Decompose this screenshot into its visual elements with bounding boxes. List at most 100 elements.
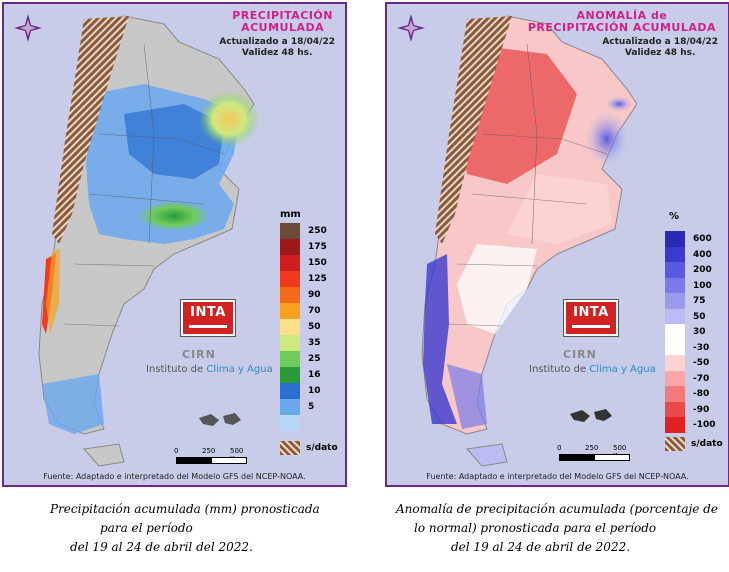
legend-swatch: [665, 386, 685, 402]
legend-swatch: [280, 367, 300, 383]
legend-label: 90: [308, 290, 321, 300]
legend-label: 250: [308, 226, 327, 236]
legend-swatch: [665, 293, 685, 309]
legend-unit: %: [669, 211, 680, 222]
legend-swatch: [280, 287, 300, 303]
legend-entry: -80: [665, 385, 723, 403]
legend-label: 70: [308, 306, 321, 316]
legend-nodata: s/dato: [280, 441, 338, 455]
legend-entry: 70: [280, 302, 338, 320]
legend-entry: 50: [665, 308, 723, 326]
legend-entry: -50: [665, 354, 723, 372]
legend-swatch: [665, 277, 685, 294]
map-subtitle: Actualizado a 18/04/22 Validez 48 hs.: [219, 37, 335, 58]
instituto-label: Instituto de Clima y Agua: [146, 364, 273, 375]
legend-entry: 100: [665, 277, 723, 295]
legend-label: 35: [308, 338, 321, 348]
legend-label: 50: [308, 322, 321, 332]
legend-label: 10: [308, 386, 321, 396]
legend-entry: 5: [280, 398, 338, 416]
legend-label: 5: [308, 402, 315, 412]
legend-swatch: [280, 351, 300, 367]
legend-entry: 250: [280, 222, 338, 240]
anomaly-map: [397, 14, 638, 467]
legend-swatch: [665, 370, 685, 387]
legend-entry: -70: [665, 370, 723, 388]
legend-swatch: [280, 271, 300, 287]
legend-label: 200: [693, 265, 712, 275]
legend-label: 50: [693, 311, 706, 322]
map-subtitle: Actualizado a 18/04/22 Validez 48 hs.: [602, 37, 718, 58]
legend-entry: 10: [280, 382, 338, 400]
legend-label: 100: [693, 280, 712, 291]
legend-entry: 200: [665, 261, 723, 279]
scale-bar: 0 250 500 Km: [557, 444, 637, 462]
legend-label: -50: [693, 358, 710, 368]
cirn-label: CIRN: [182, 348, 216, 361]
caption-right: Anomalía de precipitación acumulada (por…: [396, 502, 718, 554]
compass-icon: [14, 14, 42, 42]
legend-label: 175: [308, 242, 327, 252]
legend-swatch: [280, 319, 300, 335]
malvinas-islands: [199, 413, 241, 426]
inta-logo: INTA: [564, 300, 618, 336]
legend-label: 16: [308, 370, 321, 380]
legend-swatch: [665, 324, 685, 340]
source-footer: Fuente: Adaptado e interpretado del Mode…: [43, 472, 306, 481]
legend-swatch: [665, 246, 685, 263]
legend-entry: 25: [280, 350, 338, 368]
legend-label: 75: [693, 296, 706, 306]
legend-label: -90: [693, 404, 710, 415]
legend-entry: -30: [665, 339, 723, 357]
legend-entry: 16: [280, 366, 338, 384]
legend-label: 125: [308, 274, 327, 284]
legend-swatch: [665, 231, 685, 247]
legend-entry: 90: [280, 286, 338, 304]
legend-entry: -100: [665, 416, 723, 434]
legend-swatch: [280, 399, 300, 415]
legend-label: -70: [693, 373, 710, 384]
legend-entry: 30: [665, 323, 723, 341]
legend-label: -80: [693, 389, 710, 399]
legend-label: 25: [308, 354, 321, 364]
caption-left: Precipitación acumulada (mm) pronosticad…: [50, 502, 320, 554]
anomaly-map-panel: ANOMALÍA de PRECIPITACIÓN ACUMULADA Actu…: [385, 2, 729, 487]
legend-entry: 75: [665, 292, 723, 310]
legend-entry: 50: [280, 318, 338, 336]
legend-entry: 35: [280, 334, 338, 352]
legend-swatch: [280, 255, 300, 271]
legend-swatch: [280, 383, 300, 399]
source-footer: Fuente: Adaptado e interpretado del Mode…: [426, 472, 689, 481]
legend-label: 600: [693, 234, 712, 244]
legend-nodata: s/dato: [665, 437, 723, 451]
scale-bar: 0 250 500 Km: [174, 447, 254, 465]
legend-swatch: [665, 308, 685, 325]
legend-entry: 150: [280, 254, 338, 272]
legend-entry: -90: [665, 401, 723, 419]
legend-entry: [280, 414, 338, 432]
inta-logo: INTA: [181, 300, 235, 336]
legend-entry: 600: [665, 230, 723, 248]
legend-label: 30: [693, 327, 706, 337]
legend-swatch: [280, 239, 300, 255]
legend-label: 150: [308, 258, 327, 268]
legend-swatch: [665, 355, 685, 371]
legend-swatch: [280, 415, 300, 431]
legend-unit: mm: [280, 209, 301, 220]
legend-label: -100: [693, 420, 716, 430]
compass-icon: [397, 14, 425, 42]
instituto-label: Instituto de Clima y Agua: [529, 364, 656, 375]
legend-swatch: [665, 262, 685, 278]
legend-swatch: [665, 401, 685, 418]
legend-label: 400: [693, 249, 712, 260]
legend-entry: 175: [280, 238, 338, 256]
legend-swatch: [665, 339, 685, 356]
map-title: PRECIPITACIÓN ACUMULADA: [232, 9, 333, 34]
legend-swatch: [280, 335, 300, 351]
legend-label: -30: [693, 342, 710, 353]
legend-entry: 125: [280, 270, 338, 288]
malvinas-islands: [570, 409, 612, 422]
legend-swatch: [665, 417, 685, 433]
legend-swatch: [280, 223, 300, 239]
precipitation-map: [14, 14, 259, 467]
